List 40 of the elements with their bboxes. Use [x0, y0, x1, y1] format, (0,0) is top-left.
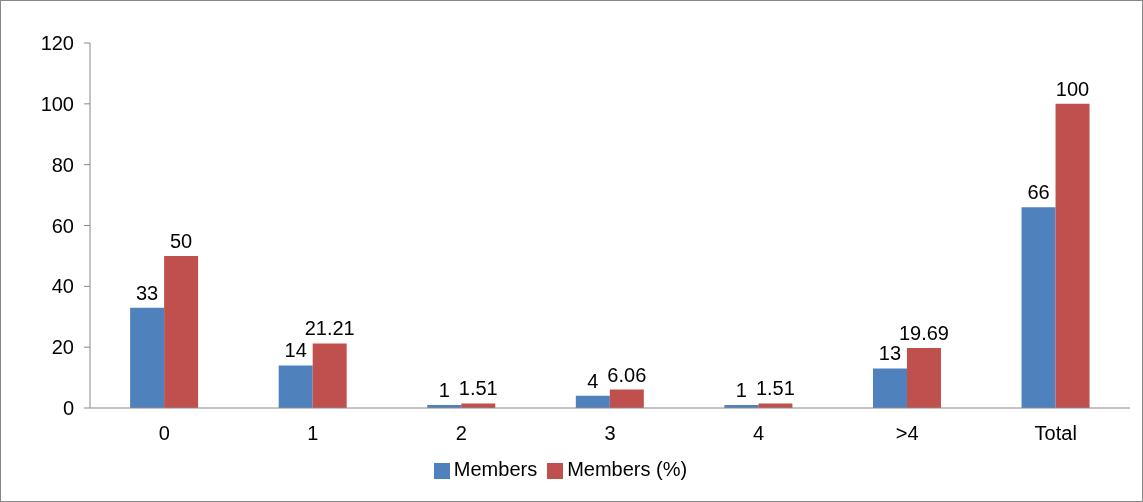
- y-tick-label: 40: [51, 275, 74, 298]
- data-label: 50: [169, 229, 193, 252]
- x-tick-label: 3: [604, 422, 616, 445]
- data-label: 13: [878, 342, 902, 365]
- data-label: 6.06: [607, 363, 647, 386]
- bar: [575, 395, 610, 408]
- data-label: 1.51: [755, 377, 795, 400]
- y-tick-label: 20: [51, 336, 74, 359]
- legend-label: Members: [453, 458, 538, 480]
- x-tick-label: 2: [455, 422, 467, 445]
- data-label: 100: [1055, 77, 1090, 100]
- bar: [312, 343, 347, 408]
- data-label: 19.69: [898, 322, 949, 345]
- x-tick-label: Total: [1034, 422, 1077, 445]
- data-label: 1: [438, 378, 450, 401]
- y-tick-label: 60: [51, 214, 74, 237]
- bar: [164, 255, 199, 408]
- data-label: 33: [135, 281, 159, 304]
- bar: [872, 368, 907, 408]
- data-label: 14: [284, 339, 307, 362]
- data-label: 1.51: [458, 377, 498, 400]
- y-tick-label: 80: [51, 153, 74, 176]
- legend-label: Members (%): [567, 458, 688, 480]
- bar: [609, 389, 644, 408]
- data-label: 21.21: [304, 317, 355, 340]
- bar: [278, 365, 313, 408]
- x-tick-label: 0: [158, 422, 170, 445]
- bar: [906, 348, 941, 408]
- y-tick-label: 100: [40, 92, 74, 115]
- x-tick-label: 1: [307, 422, 319, 445]
- data-label: 1: [735, 378, 747, 401]
- y-tick-label: 0: [62, 397, 74, 420]
- bar: [1055, 103, 1090, 408]
- x-tick-label: 4: [753, 422, 765, 445]
- bar: [130, 307, 165, 408]
- bar: [1021, 207, 1056, 408]
- x-tick-label: >4: [895, 422, 919, 445]
- data-label: 4: [587, 369, 599, 392]
- data-label: 66: [1027, 181, 1050, 204]
- y-tick-label: 120: [40, 32, 74, 55]
